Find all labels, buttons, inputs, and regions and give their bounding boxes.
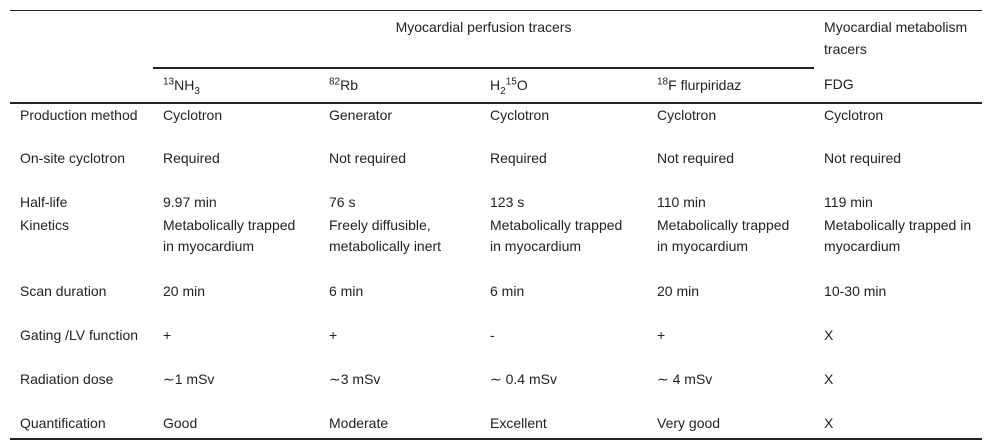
table-row: Kinetics Metabolically trapped in myocard… xyxy=(10,214,982,280)
table-cell: 9.97 min xyxy=(163,194,217,210)
table-cell: Cyclotron xyxy=(163,107,223,123)
table-cell: Metabolically trapped in myocardium xyxy=(824,216,972,255)
tracer-sup: 13 xyxy=(163,76,175,88)
table-cell: X xyxy=(824,326,834,343)
table-cell: Not required xyxy=(657,150,735,166)
group-header-metabolism: Myocardial metabolism tracers xyxy=(814,10,983,68)
table-cell: Metabolically trapped in myocardium xyxy=(657,216,790,255)
table-cell: Cyclotron xyxy=(657,107,717,123)
table-row: Radiation dose ∼1 mSv ∼3 mSv ∼ 0.4 mSv ∼ 4 m… xyxy=(10,368,982,412)
header-empty-cell xyxy=(10,68,153,104)
tracer-rest: O xyxy=(516,76,528,93)
tracer-base: F flurpiridaz xyxy=(668,76,742,93)
table-cell: Generator xyxy=(329,107,393,123)
table-cell: ∼ 4 mSv xyxy=(657,370,713,387)
table-cell: 119 min xyxy=(824,194,873,210)
tracer-header: 18F flurpiridaz xyxy=(647,68,815,104)
tracer-comparison-table: Myocardial perfusion tracers Myocardial … xyxy=(10,10,983,440)
table-cell: - xyxy=(490,326,495,343)
header-group-row: Myocardial perfusion tracers Myocardial … xyxy=(10,10,983,69)
table-cell: Not required xyxy=(824,150,902,166)
row-label: Half-life xyxy=(20,194,68,210)
header-tracer-row: 13NH3 82Rb H215O 18F flurpiridaz FDG xyxy=(10,68,983,104)
table-row: On-site cyclotron Required Not required Req… xyxy=(10,147,982,191)
table-row: Production method Cyclotron Generator Cyclo… xyxy=(10,103,982,147)
tracer-sup: 82 xyxy=(329,76,341,88)
table-cell: Moderate xyxy=(319,411,480,440)
table-cell: Very good xyxy=(647,411,815,440)
tracer-base: FDG xyxy=(824,76,854,93)
table-cell: ∼1 mSv xyxy=(163,370,215,387)
table-row: Scan duration 20 min 6 min 6 min 20 min 10-30… xyxy=(10,280,982,324)
row-label: Quantification xyxy=(10,411,153,440)
row-label: Kinetics xyxy=(20,216,70,233)
table-row: Half-life 9.97 min 76 s 123 s 110 min 119 min xyxy=(10,191,982,214)
row-label: On-site cyclotron xyxy=(20,150,126,166)
table-cell: + xyxy=(163,326,172,343)
table-cell: Required xyxy=(490,150,547,166)
header-empty-cell xyxy=(10,10,153,68)
table-cell: Metabolically trapped in myocardium xyxy=(490,216,623,255)
table-cell: 10-30 min xyxy=(824,282,887,299)
tracer-sup: 18 xyxy=(657,76,669,88)
table-cell: Required xyxy=(163,150,220,166)
table-row: Gating /LV function + + - + X xyxy=(10,324,982,368)
table-cell: Excellent xyxy=(480,411,647,440)
row-label: Gating /LV function xyxy=(20,326,139,343)
tracer-sub: 3 xyxy=(194,85,200,97)
table-cell: X xyxy=(814,411,983,440)
tracer-post-sup: 15 xyxy=(505,76,517,88)
row-label: Radiation dose xyxy=(20,370,114,387)
row-label: Scan duration xyxy=(20,282,107,299)
tracer-base: NH xyxy=(174,76,195,93)
table-cell: Metabolically trapped in myocardium xyxy=(163,216,296,255)
table-cell: 20 min xyxy=(163,282,206,299)
table-cell: Not required xyxy=(329,150,407,166)
row-label: Production method xyxy=(20,107,138,123)
table-cell: ∼3 mSv xyxy=(329,370,381,387)
table-cell: 20 min xyxy=(657,282,700,299)
tracer-base: H xyxy=(490,76,501,93)
table-cell: Good xyxy=(153,411,319,440)
tracer-header: FDG xyxy=(814,68,983,104)
table-cell: + xyxy=(657,326,666,343)
table-cell: 123 s xyxy=(490,194,525,210)
table-body: Production method Cyclotron Generator Cyclo… xyxy=(10,103,983,440)
table-cell: + xyxy=(329,326,338,343)
tracer-header: 82Rb xyxy=(319,68,480,104)
group-header-perfusion: Myocardial perfusion tracers xyxy=(153,10,815,69)
table-cell: X xyxy=(824,370,834,387)
table-cell: 6 min xyxy=(329,282,364,299)
table-cell: 6 min xyxy=(490,282,525,299)
table-cell: Cyclotron xyxy=(490,107,550,123)
tracer-sub: 2 xyxy=(500,85,506,97)
table-cell: Cyclotron xyxy=(824,107,884,123)
table-cell: 76 s xyxy=(329,194,356,210)
table-cell: 110 min xyxy=(657,194,706,210)
table-row: Quantification Good Moderate Excellent Very … xyxy=(10,411,983,440)
tracer-base: Rb xyxy=(340,76,359,93)
table-cell: Freely diffusible, metabolically inert xyxy=(329,216,442,255)
table-cell: ∼ 0.4 mSv xyxy=(490,370,557,387)
tracer-header: H215O xyxy=(480,68,647,104)
tracer-header: 13NH3 xyxy=(153,68,319,104)
